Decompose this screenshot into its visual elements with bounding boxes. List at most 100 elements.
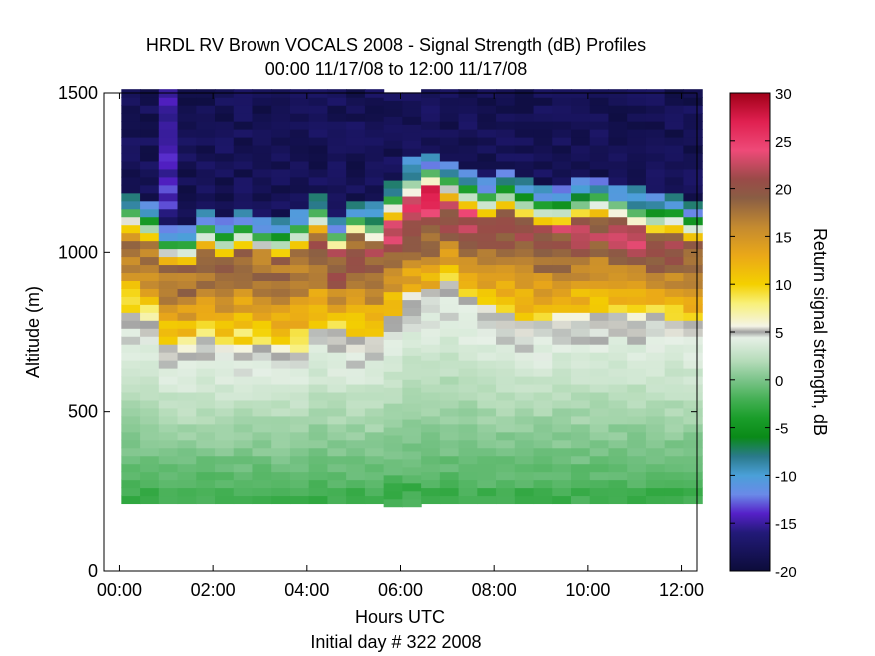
heatmap-cell <box>589 121 610 130</box>
heatmap-cell <box>140 113 160 122</box>
heatmap-cell <box>252 360 272 369</box>
heatmap-cell <box>533 495 553 505</box>
heatmap-cell <box>271 296 291 305</box>
heatmap-cell <box>364 129 385 138</box>
heatmap-cell <box>664 391 685 401</box>
heatmap-cell <box>215 312 235 321</box>
heatmap-cell <box>364 336 385 345</box>
heatmap-cell <box>140 129 160 138</box>
heatmap-cell <box>364 144 385 154</box>
heatmap-cell <box>383 355 403 364</box>
heatmap-cell <box>196 224 216 234</box>
heatmap-cell <box>439 232 460 242</box>
heatmap-cell <box>402 275 422 285</box>
heatmap-cell <box>327 192 347 202</box>
heatmap-cell <box>140 184 160 194</box>
heatmap-cell <box>215 113 235 122</box>
heatmap-cell <box>364 280 385 289</box>
heatmap-cell <box>683 328 703 337</box>
colorbar-tick-label: 30 <box>775 86 792 103</box>
heatmap-cell <box>533 288 553 297</box>
heatmap-cell <box>533 352 553 361</box>
heatmap-cell <box>215 399 235 409</box>
heatmap-cell <box>439 192 460 202</box>
heatmap-cell <box>552 97 572 106</box>
y-tick-label: 1500 <box>58 83 98 103</box>
heatmap-cell <box>514 439 535 449</box>
heatmap-cell <box>196 280 216 289</box>
heatmap-cell <box>383 283 403 293</box>
heatmap-cell <box>589 192 610 202</box>
heatmap-cell <box>589 479 610 489</box>
heatmap-cell <box>477 113 497 122</box>
heatmap-cell <box>158 168 179 178</box>
heatmap-cell <box>458 216 478 226</box>
heatmap-cell <box>458 224 478 234</box>
heatmap-cell <box>308 447 329 457</box>
heatmap-cell <box>627 256 647 266</box>
heatmap-cell <box>402 347 422 356</box>
heatmap-cell <box>496 360 516 369</box>
heatmap-cell <box>233 439 254 449</box>
heatmap-cell <box>608 415 628 425</box>
heatmap-cell <box>496 152 516 162</box>
heatmap-cell <box>589 336 610 345</box>
heatmap-cell <box>645 176 666 186</box>
heatmap-cell <box>627 105 647 114</box>
heatmap-cell <box>514 407 535 417</box>
heatmap-cell <box>477 399 497 409</box>
heatmap-cell <box>627 136 647 146</box>
heatmap-cell <box>589 352 610 361</box>
heatmap-cell <box>514 224 535 234</box>
heatmap-cell <box>571 479 591 489</box>
heatmap-cell <box>439 463 460 473</box>
heatmap-cell <box>514 256 535 266</box>
heatmap-cell <box>627 200 647 210</box>
heatmap-cell <box>252 113 272 122</box>
heatmap-cell <box>664 455 685 465</box>
heatmap-cell <box>196 144 216 154</box>
heatmap-cell <box>308 344 329 353</box>
heatmap-cell <box>496 463 516 473</box>
heatmap-cell <box>327 375 347 385</box>
heatmap-cell <box>514 479 535 489</box>
x-tick-label: 04:00 <box>284 580 329 600</box>
heatmap-cell <box>196 129 216 138</box>
heatmap-cell <box>196 447 216 457</box>
heatmap-cell <box>346 248 366 258</box>
heatmap-cell <box>571 248 591 258</box>
heatmap-cell <box>552 320 572 329</box>
heatmap-cell <box>289 240 310 250</box>
heatmap-cell <box>215 121 235 130</box>
heatmap-cell <box>140 312 160 321</box>
heatmap-cell <box>458 121 478 130</box>
heatmap-cell <box>608 487 628 497</box>
heatmap-cell <box>177 455 197 465</box>
heatmap-cell <box>552 136 572 146</box>
heatmap-cell <box>608 176 628 186</box>
heatmap-cell <box>215 375 235 385</box>
heatmap-cell <box>308 160 329 170</box>
heatmap-cell <box>252 312 272 321</box>
heatmap-cell <box>252 352 272 361</box>
heatmap-cell <box>664 160 685 170</box>
heatmap-cell <box>439 200 460 210</box>
heatmap-cell <box>571 344 591 353</box>
heatmap-cell <box>552 240 572 250</box>
heatmap-cell <box>645 320 666 329</box>
heatmap-cell <box>645 487 666 497</box>
heatmap-cell <box>571 447 591 457</box>
heatmap-cell <box>627 152 647 162</box>
heatmap-cell <box>664 439 685 449</box>
heatmap-cell <box>271 407 291 417</box>
heatmap-cell <box>627 240 647 250</box>
heatmap-cell <box>289 336 310 345</box>
heatmap-cell <box>177 97 197 106</box>
heatmap-cell <box>233 375 254 385</box>
heatmap-cell <box>608 208 628 218</box>
heatmap-cell <box>158 184 179 194</box>
heatmap-cell <box>177 296 197 305</box>
heatmap-cell <box>177 391 197 401</box>
heatmap-cell <box>439 184 460 194</box>
heatmap-cell <box>402 466 422 476</box>
